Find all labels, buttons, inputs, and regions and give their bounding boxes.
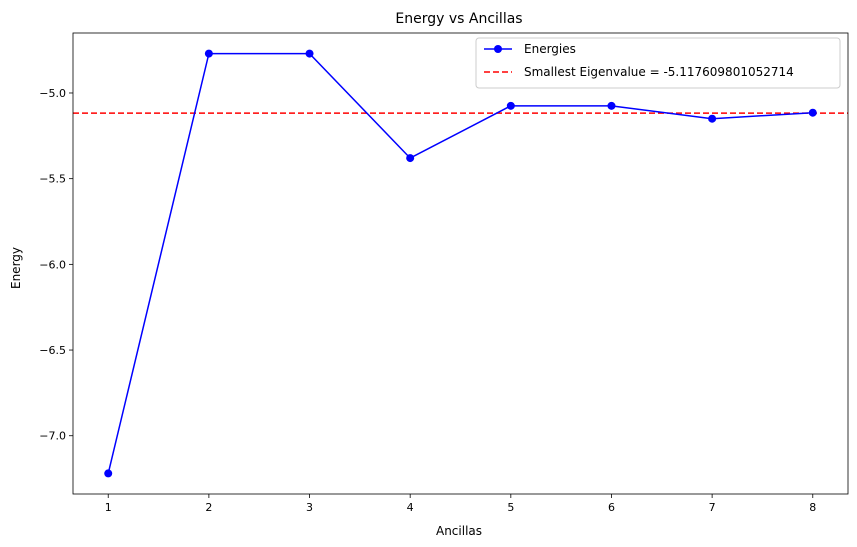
y-axis-label: Energy [9, 247, 23, 289]
x-tick-label: 4 [407, 501, 414, 514]
plot-area [73, 49, 848, 478]
legend: Energies Smallest Eigenvalue = -5.117609… [475, 37, 841, 89]
y-tick-label: −6.0 [39, 258, 66, 271]
legend-eigenvalue-label: Smallest Eigenvalue = -5.117609801052714 [524, 65, 794, 79]
y-tick-label: −5.5 [39, 173, 66, 186]
data-point [305, 49, 314, 58]
legend-box [475, 37, 841, 89]
y-tick-label: −5.0 [39, 87, 66, 100]
x-tick-label: 6 [608, 501, 615, 514]
x-tick-label: 3 [306, 501, 313, 514]
x-tick-label: 8 [809, 501, 816, 514]
x-axis-ticks: 1 2 3 4 5 6 7 8 [105, 494, 816, 514]
data-point [204, 49, 213, 58]
axes-border [72, 32, 849, 495]
data-point [808, 108, 817, 117]
data-point [104, 469, 113, 478]
data-point [406, 154, 415, 163]
data-point [506, 101, 515, 110]
y-axis-ticks: −5.0 −5.5 −6.0 −6.5 −7.0 [39, 87, 73, 443]
y-tick-label: −6.5 [39, 344, 66, 357]
y-tick-label: −7.0 [39, 430, 66, 443]
x-axis-label: Ancillas [436, 524, 482, 538]
legend-energies-marker [494, 45, 502, 53]
axes-frame [72, 32, 849, 495]
x-tick-label: 5 [507, 501, 514, 514]
x-tick-label: 1 [105, 501, 112, 514]
series-energies-line [107, 52, 813, 474]
legend-energies-label: Energies [524, 42, 576, 56]
chart-title: Energy vs Ancillas [395, 11, 522, 27]
data-point [708, 114, 717, 123]
x-tick-label: 7 [709, 501, 716, 514]
data-point [607, 101, 616, 110]
x-tick-label: 2 [205, 501, 212, 514]
